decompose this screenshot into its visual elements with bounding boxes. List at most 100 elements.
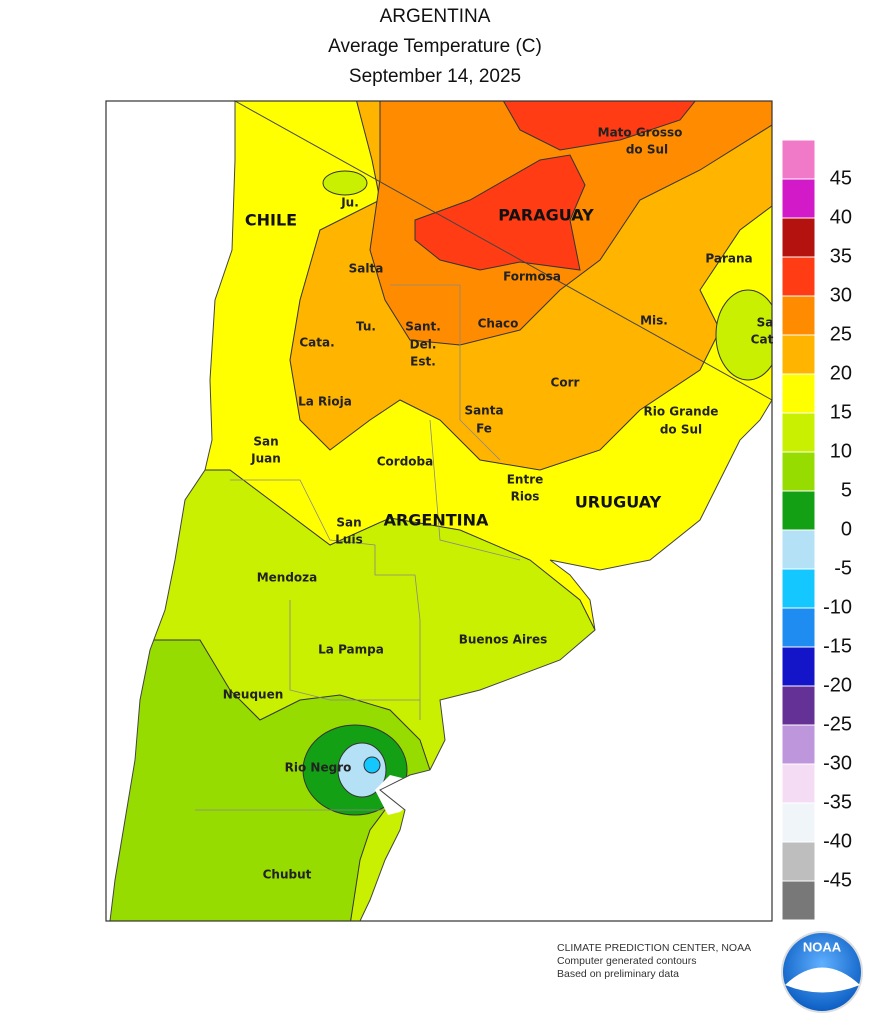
- legend-swatch: [781, 724, 816, 765]
- legend-swatch: [781, 841, 816, 882]
- place-label: Cata.: [299, 336, 334, 350]
- country-label: CHILE: [245, 211, 297, 230]
- place-label: Fe: [476, 422, 492, 436]
- legend-swatch: [781, 685, 816, 726]
- place-label: Buenos Aires: [459, 633, 548, 647]
- place-label: Sa: [757, 316, 774, 330]
- legend-swatch: [781, 763, 816, 804]
- legend-swatch: [781, 373, 816, 414]
- place-label: Corr: [551, 376, 580, 390]
- footer-line: CLIMATE PREDICTION CENTER, NOAA: [557, 942, 751, 954]
- place-label: Chaco: [478, 317, 519, 331]
- legend-label: -20: [823, 674, 852, 696]
- place-label: Parana: [705, 252, 752, 266]
- place-label: Tu.: [356, 320, 376, 334]
- legend-label: 35: [830, 245, 852, 267]
- legend-label: 15: [830, 401, 852, 423]
- legend-label: -30: [823, 752, 852, 774]
- legend-label: 45: [830, 167, 852, 189]
- place-label: Luis: [335, 533, 362, 547]
- place-label: Mendoza: [257, 571, 318, 585]
- place-label: San: [336, 516, 361, 530]
- place-label: Mis.: [640, 314, 668, 328]
- border: [429, 419, 521, 561]
- legend-swatch: [781, 178, 816, 219]
- legend-label: -35: [823, 791, 852, 813]
- legend-label: -45: [823, 869, 852, 891]
- place-label: Santa: [464, 404, 503, 418]
- place-label: Chubut: [263, 868, 312, 882]
- legend-label: -40: [823, 830, 852, 852]
- zone-minus10-minus5: [363, 756, 381, 774]
- legend-label: 25: [830, 323, 852, 345]
- place-label: Neuquen: [223, 688, 284, 702]
- zone-minus5-0: [337, 742, 387, 798]
- legend-swatch: [781, 334, 816, 375]
- zone-10-15: [322, 170, 368, 196]
- place-label: La Rioja: [298, 395, 352, 409]
- zone-25-30: [369, 101, 772, 346]
- place-label: Rio Grande: [644, 405, 719, 419]
- title: ARGENTINA: [380, 6, 491, 27]
- place-label: Cat: [751, 333, 774, 347]
- country-label: ARGENTINA: [384, 511, 489, 530]
- legend-label: 10: [830, 440, 852, 462]
- legend-swatch: [781, 451, 816, 492]
- place-label: do Sul: [660, 423, 702, 437]
- legend-swatch: [781, 880, 816, 921]
- logo-text: NOAA: [803, 939, 842, 954]
- map: CHILE Ju. PARAGUAY Mato Grosso do Sul Salta Fo…: [105, 100, 774, 922]
- border: [289, 600, 420, 701]
- place-label: La Pampa: [318, 643, 384, 657]
- logo-wave: [785, 967, 860, 993]
- map-labels: CHILE Ju. PARAGUAY Mato Grosso do Sul Salta Fo…: [223, 126, 774, 882]
- legend-label: 5: [841, 479, 852, 501]
- legend-swatch: [781, 529, 816, 570]
- place-label: San: [253, 435, 278, 449]
- legend-swatch: [781, 568, 816, 609]
- footer: NOAA CLIMATE PREDICTION CENTER, NOAAComp…: [557, 931, 863, 1013]
- legend-label: 30: [830, 284, 852, 306]
- place-label: Sant.: [405, 320, 441, 334]
- footer-line: Computer generated contours: [557, 955, 697, 967]
- place-label: Entre: [507, 473, 544, 487]
- legend-label: -5: [834, 557, 852, 579]
- bay: [375, 775, 415, 815]
- zone-10-15: [715, 289, 772, 381]
- place-label: Formosa: [503, 270, 561, 284]
- legend-label: -25: [823, 713, 852, 735]
- legend-swatch: [781, 217, 816, 258]
- zone-30-35: [414, 154, 586, 271]
- place-label: Salta: [349, 262, 384, 276]
- map-frame: [105, 100, 773, 922]
- legend-swatch: [781, 490, 816, 531]
- place-label: do Sul: [626, 143, 668, 157]
- border: [230, 479, 421, 720]
- footer-line: Based on preliminary data: [557, 968, 679, 980]
- legend-swatch: [781, 256, 816, 297]
- place-label: Cordoba: [377, 455, 434, 469]
- legend-label: 0: [841, 518, 852, 540]
- legend-label: 20: [830, 362, 852, 384]
- coastline: [109, 100, 773, 922]
- legend-swatch: [781, 802, 816, 843]
- place-label: Rios: [511, 490, 540, 504]
- border: [390, 284, 501, 461]
- place-label: Rio Negro: [285, 761, 352, 775]
- date: September 14, 2025: [349, 66, 521, 87]
- legend-swatch: [781, 607, 816, 648]
- legend-label: 40: [830, 206, 852, 228]
- legend: 45 40 35 30 25 20 15 10 5 0 -5 -10 -15 -20 -25 -30 -35 -4…: [781, 139, 852, 921]
- zone-30-35: [499, 101, 702, 151]
- zone-5-10: [110, 639, 431, 921]
- legend-swatch: [781, 412, 816, 453]
- legend-label: -15: [823, 635, 852, 657]
- legend-swatch: [781, 139, 816, 180]
- place-label: Juan: [250, 452, 281, 466]
- subtitle: Average Temperature (C): [328, 36, 542, 57]
- country-label: PARAGUAY: [498, 206, 594, 225]
- legend-swatch: [781, 295, 816, 336]
- country-label: URUGUAY: [575, 493, 662, 512]
- place-label: Ju.: [340, 196, 359, 210]
